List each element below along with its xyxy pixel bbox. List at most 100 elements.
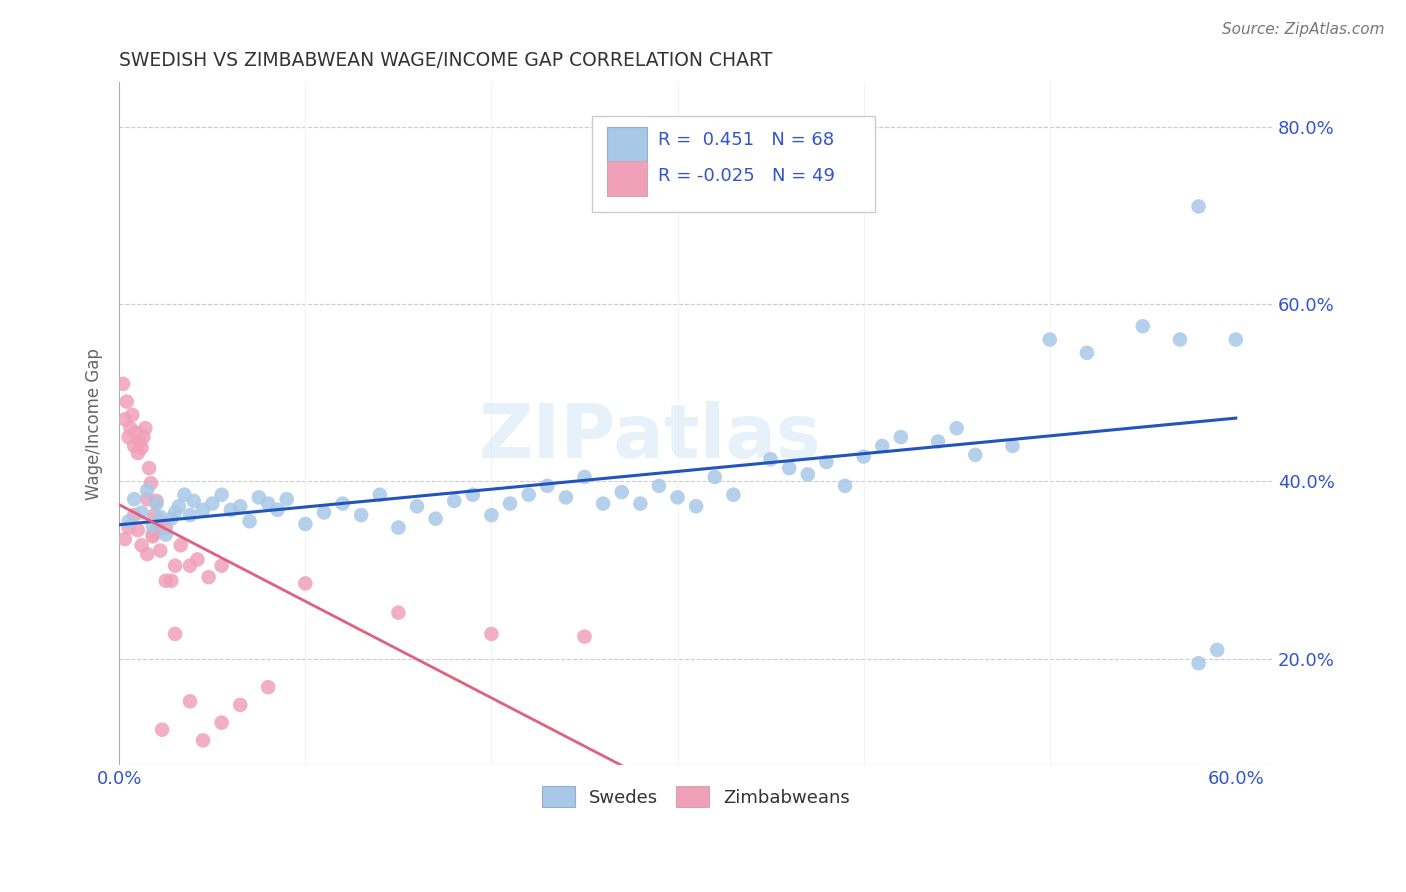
Point (648, 479, 671, 493)
Point (1206, 643, 1229, 657)
Point (387, 520, 409, 534)
Point (167, 500, 190, 514)
Point (145, 523, 167, 537)
Point (229, 698, 252, 712)
Point (797, 467, 820, 482)
Point (1187, 200, 1209, 214)
Point (266, 503, 288, 517)
Point (149, 509, 172, 524)
Point (1001, 439, 1024, 453)
Point (238, 514, 260, 528)
Point (759, 452, 782, 467)
Point (186, 552, 208, 566)
Point (120, 421, 142, 435)
Point (229, 500, 252, 514)
FancyBboxPatch shape (607, 161, 647, 196)
FancyBboxPatch shape (607, 127, 647, 162)
Point (131, 506, 153, 520)
Point (1076, 346, 1098, 360)
Point (142, 529, 165, 543)
Point (211, 558, 233, 573)
Text: ZIPatlas: ZIPatlas (478, 401, 821, 474)
Point (387, 606, 409, 620)
Point (134, 421, 156, 435)
Point (461, 488, 484, 502)
Point (1187, 657, 1209, 671)
Point (160, 574, 183, 588)
Point (834, 479, 856, 493)
Point (815, 455, 838, 469)
Point (481, 627, 503, 641)
Point (247, 491, 270, 505)
Point (294, 516, 316, 531)
Point (257, 680, 280, 694)
Point (257, 497, 280, 511)
Point (1132, 319, 1154, 334)
Point (179, 508, 201, 522)
Point (211, 488, 233, 502)
Point (114, 532, 136, 546)
Legend: Swedes, Zimbabweans: Swedes, Zimbabweans (536, 779, 858, 814)
Point (117, 520, 139, 534)
Point (173, 488, 195, 502)
Point (852, 450, 875, 464)
Point (136, 492, 159, 507)
Point (170, 538, 193, 552)
Point (138, 461, 160, 475)
Point (165, 627, 187, 641)
Point (499, 497, 522, 511)
Point (443, 494, 465, 508)
Point (197, 570, 219, 584)
Point (406, 500, 429, 514)
Point (574, 470, 596, 484)
Point (139, 476, 162, 491)
Point (183, 494, 205, 508)
Point (219, 503, 242, 517)
Point (142, 527, 165, 541)
Point (136, 547, 159, 561)
Point (368, 488, 391, 502)
Point (312, 506, 335, 520)
Point (121, 408, 143, 422)
Text: SWEDISH VS ZIMBABWEAN WAGE/INCOME GAP CORRELATION CHART: SWEDISH VS ZIMBABWEAN WAGE/INCOME GAP CO… (120, 51, 773, 70)
Point (1039, 333, 1062, 347)
Point (148, 514, 170, 528)
Text: R =  0.451   N = 68: R = 0.451 N = 68 (658, 131, 834, 149)
Point (142, 518, 165, 533)
Text: R = -0.025   N = 49: R = -0.025 N = 49 (658, 167, 835, 185)
Point (117, 430, 139, 444)
Point (945, 421, 967, 435)
Point (155, 527, 177, 541)
Point (703, 470, 725, 484)
Point (145, 494, 167, 508)
Point (125, 425, 148, 440)
Point (481, 508, 503, 522)
Point (276, 492, 298, 507)
Point (201, 497, 224, 511)
Point (132, 430, 155, 444)
Point (628, 497, 651, 511)
Point (554, 491, 576, 505)
Point (191, 733, 214, 747)
Point (122, 508, 145, 522)
Point (666, 491, 689, 505)
Point (332, 497, 354, 511)
Point (165, 558, 187, 573)
Point (179, 694, 201, 708)
Point (1225, 333, 1247, 347)
Text: Source: ZipAtlas.com: Source: ZipAtlas.com (1222, 22, 1385, 37)
Point (179, 558, 201, 573)
Point (685, 500, 707, 514)
Point (131, 538, 153, 552)
Point (425, 511, 447, 525)
Point (136, 483, 159, 498)
Point (574, 630, 596, 644)
Point (1168, 333, 1191, 347)
Point (117, 514, 139, 528)
Point (350, 508, 373, 522)
Point (155, 520, 177, 534)
Point (114, 412, 136, 426)
Point (927, 434, 949, 449)
Point (870, 439, 893, 453)
Point (890, 430, 912, 444)
